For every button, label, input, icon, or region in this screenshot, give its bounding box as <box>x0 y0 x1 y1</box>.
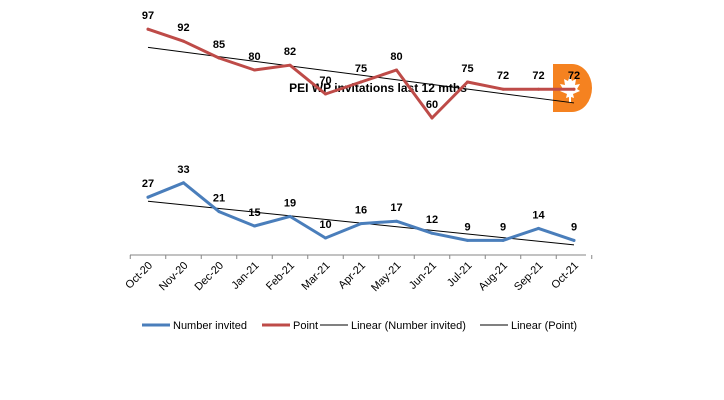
legend-label-3: Linear (Point) <box>511 320 577 332</box>
data-point <box>466 80 469 84</box>
data-point <box>395 68 398 72</box>
data-point <box>359 222 363 226</box>
data-point <box>430 116 434 120</box>
x-tick-label: Oct-20 <box>123 260 155 292</box>
legend-label-0: Number invited <box>173 320 247 332</box>
x-tick-label: May-21 <box>369 260 403 294</box>
data-label: 15 <box>248 207 260 219</box>
data-label: 19 <box>284 197 296 209</box>
data-point <box>182 181 185 185</box>
data-point <box>537 226 540 230</box>
data-label: 9 <box>464 221 470 233</box>
data-point <box>430 231 434 235</box>
data-point <box>466 238 469 242</box>
data-label: 16 <box>355 205 367 217</box>
data-label: 85 <box>213 39 225 51</box>
data-point <box>572 87 576 91</box>
data-label: 60 <box>426 99 438 111</box>
x-tick-label: Sep-21 <box>512 260 546 294</box>
legend-label-1: Point <box>293 320 318 332</box>
legend-label-2: Linear (Number invited) <box>351 320 466 332</box>
data-point <box>217 210 221 214</box>
data-label: 80 <box>248 51 260 63</box>
data-label: 70 <box>319 75 331 87</box>
data-label: 80 <box>390 51 402 63</box>
data-point <box>359 80 363 84</box>
data-label: 82 <box>284 46 296 58</box>
data-label: 27 <box>142 178 154 190</box>
data-label: 9 <box>500 221 506 233</box>
data-point <box>288 63 292 67</box>
data-point <box>146 27 150 31</box>
data-point <box>324 236 327 240</box>
data-point <box>501 87 505 91</box>
data-point <box>324 92 327 96</box>
data-label: 10 <box>319 219 331 231</box>
data-label: 14 <box>532 209 545 221</box>
legend: Number invited Point Linear (Number invite… <box>142 320 577 332</box>
data-point <box>288 214 292 218</box>
data-point <box>501 238 505 242</box>
data-label: 72 <box>568 70 580 82</box>
x-tick-label: Oct-21 <box>549 260 581 292</box>
x-tick-label: Apr-21 <box>336 260 368 292</box>
data-label: 72 <box>497 70 509 82</box>
data-label: 12 <box>426 214 438 226</box>
x-tick-label: Dec-20 <box>193 260 227 294</box>
data-label: 75 <box>461 63 473 75</box>
data-label: 97 <box>142 10 154 22</box>
data-label: 33 <box>177 164 189 176</box>
data-point <box>572 238 576 242</box>
data-point <box>395 219 398 223</box>
x-tick-label: Jul-21 <box>445 260 475 290</box>
data-point <box>146 195 150 199</box>
x-tick-label: Jan-21 <box>229 260 261 292</box>
data-label: 21 <box>213 193 225 205</box>
data-point <box>253 224 256 228</box>
data-point <box>537 87 540 91</box>
data-point <box>253 68 256 72</box>
data-point <box>217 56 221 60</box>
x-tick-label: Aug-21 <box>477 260 511 294</box>
x-tick-label: Nov-20 <box>157 260 191 294</box>
data-label: 75 <box>355 63 367 75</box>
x-tick-label: Jun-21 <box>407 260 439 292</box>
x-tick-label: Mar-21 <box>299 260 332 293</box>
data-label: 17 <box>390 202 402 214</box>
data-point <box>182 39 185 43</box>
x-tick-label: Feb-21 <box>264 260 297 293</box>
data-label: 9 <box>571 221 577 233</box>
data-label: 72 <box>532 70 544 82</box>
data-label: 92 <box>177 22 189 34</box>
